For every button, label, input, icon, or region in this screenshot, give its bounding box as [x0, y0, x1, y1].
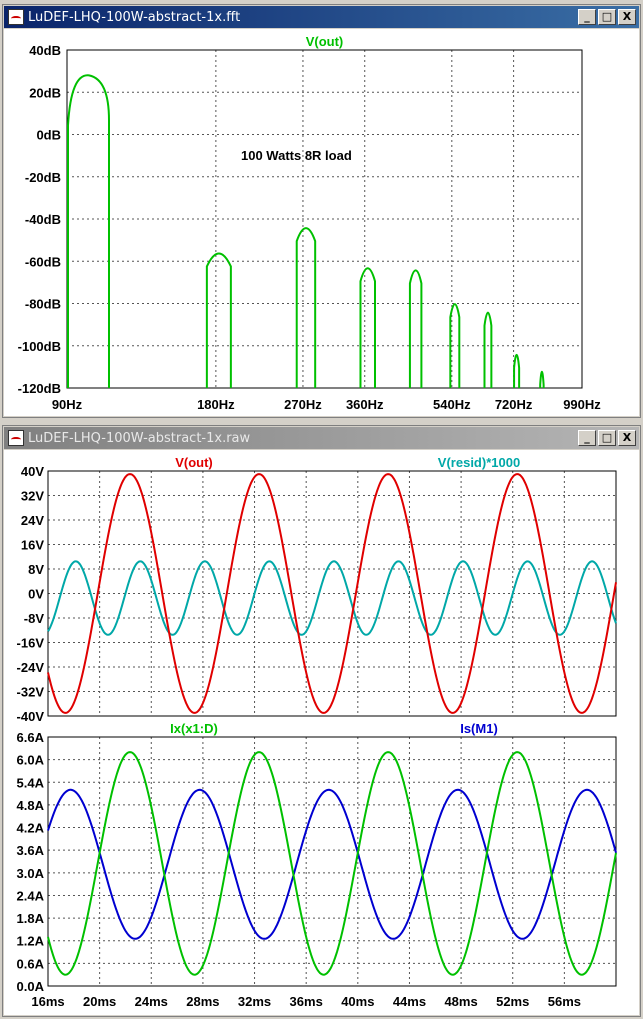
- y-tick-label: 2.4A: [17, 888, 45, 903]
- maximize-button[interactable]: □: [598, 430, 616, 446]
- fft-window[interactable]: LuDEF-LHQ-100W-abstract-1x.fft _ □ X 40d…: [2, 4, 641, 418]
- fft-peak: [483, 311, 493, 388]
- x-tick-label: 180Hz: [197, 397, 235, 412]
- minimize-button[interactable]: _: [578, 9, 596, 25]
- y-tick-label: 4.2A: [17, 821, 45, 836]
- fft-peak: [67, 74, 110, 388]
- vout-trace: [47, 473, 617, 714]
- fft-peak: [205, 252, 232, 388]
- x-tick-label: 540Hz: [433, 397, 471, 412]
- maximize-button[interactable]: □: [598, 9, 616, 25]
- y-tick-label: -32V: [17, 685, 45, 700]
- x-tick-label: 32ms: [238, 994, 271, 1009]
- y-tick-label: -60dB: [25, 254, 61, 269]
- is-m1-trace: [47, 788, 617, 940]
- y-tick-label: -24V: [17, 660, 45, 675]
- y-tick-label: 20dB: [29, 85, 61, 100]
- x-tick-label: 44ms: [393, 994, 426, 1009]
- y-tick-label: 4.8A: [17, 798, 45, 813]
- y-tick-label: 16V: [21, 538, 44, 553]
- trace-label: Ix(x1:D): [170, 721, 218, 736]
- y-tick-label: -40dB: [25, 212, 61, 227]
- x-tick-label: 52ms: [496, 994, 529, 1009]
- fft-plot-area[interactable]: 40dB 20dB 0dB -20dB -40dB -60dB -80dB -100dB -12…: [4, 29, 639, 416]
- x-tick-label: 16ms: [31, 994, 64, 1009]
- trace-label: V(out): [175, 455, 213, 470]
- y-tick-label: 1.2A: [17, 934, 45, 949]
- y-tick-label: 1.8A: [17, 911, 45, 926]
- y-tick-label: -8V: [24, 611, 45, 626]
- x-tick-label: 20ms: [83, 994, 116, 1009]
- fft-titlebar[interactable]: LuDEF-LHQ-100W-abstract-1x.fft _ □ X: [4, 6, 639, 28]
- y-tick-label: 6.0A: [17, 753, 45, 768]
- trace-label: Is(M1): [460, 721, 498, 736]
- y-tick-label: 40V: [21, 464, 44, 479]
- fft-peak: [539, 370, 545, 388]
- y-tick-label: -80dB: [25, 297, 61, 312]
- y-tick-label: 0.0A: [17, 979, 45, 994]
- y-tick-label: -120dB: [18, 381, 61, 396]
- close-button[interactable]: X: [618, 9, 636, 25]
- y-tick-label: 6.6A: [17, 730, 45, 745]
- plot-frame: [47, 470, 617, 717]
- y-tick-label: -16V: [17, 636, 45, 651]
- y-tick-label: 0V: [28, 587, 44, 602]
- x-tick-label: 56ms: [548, 994, 581, 1009]
- y-tick-label: 24V: [21, 513, 44, 528]
- y-tick-label: 32V: [21, 489, 44, 504]
- fft-chart[interactable]: 40dB 20dB 0dB -20dB -40dB -60dB -80dB -100dB -12…: [4, 29, 641, 418]
- trace-label: V(out): [306, 34, 344, 49]
- annotation-text: 100 Watts 8R load: [241, 148, 352, 163]
- x-tick-label: 36ms: [290, 994, 323, 1009]
- x-tick-label: 40ms: [341, 994, 374, 1009]
- fft-peak: [449, 303, 461, 388]
- transient-charts[interactable]: 40V 32V 24V 16V 8V 0V -8V -16V -24V -32V -40V V(out…: [4, 450, 641, 1017]
- raw-window-title: LuDEF-LHQ-100W-abstract-1x.raw: [28, 430, 251, 446]
- y-tick-label: 3.6A: [17, 843, 45, 858]
- ltspice-app-icon: [8, 9, 24, 25]
- fft-peak: [295, 227, 317, 388]
- y-tick-label: 3.0A: [17, 866, 45, 881]
- trace-label: V(resid)*1000: [438, 455, 520, 470]
- x-tick-label: 990Hz: [563, 397, 601, 412]
- x-tick-label: 270Hz: [284, 397, 322, 412]
- fft-peak: [408, 269, 423, 388]
- close-button[interactable]: X: [618, 430, 636, 446]
- raw-window[interactable]: LuDEF-LHQ-100W-abstract-1x.raw _ □ X 40V…: [2, 425, 641, 1017]
- plot-frame: [47, 736, 617, 987]
- x-tick-label: 720Hz: [495, 397, 533, 412]
- fft-peak: [513, 353, 521, 388]
- raw-titlebar[interactable]: LuDEF-LHQ-100W-abstract-1x.raw _ □ X: [4, 427, 639, 449]
- ix-x1d-trace: [47, 751, 617, 976]
- resid-trace: [47, 560, 617, 636]
- x-tick-label: 48ms: [444, 994, 477, 1009]
- y-tick-label: -20dB: [25, 170, 61, 185]
- x-tick-label: 24ms: [135, 994, 168, 1009]
- plot-frame: [66, 49, 583, 389]
- raw-plot-area[interactable]: 40V 32V 24V 16V 8V 0V -8V -16V -24V -32V -40V V(out…: [4, 450, 639, 1015]
- x-tick-label: 90Hz: [52, 397, 83, 412]
- minimize-button[interactable]: _: [578, 430, 596, 446]
- x-tick-label: 28ms: [186, 994, 219, 1009]
- ltspice-app-icon: [8, 430, 24, 446]
- y-tick-label: 40dB: [29, 43, 61, 58]
- y-tick-label: 5.4A: [17, 775, 45, 790]
- x-tick-label: 360Hz: [346, 397, 384, 412]
- y-tick-label: 0dB: [36, 128, 61, 143]
- fft-window-title: LuDEF-LHQ-100W-abstract-1x.fft: [28, 9, 241, 25]
- y-tick-label: -100dB: [18, 339, 61, 354]
- fft-peak: [359, 267, 376, 388]
- y-tick-label: 8V: [28, 562, 44, 577]
- y-tick-label: 0.6A: [17, 956, 45, 971]
- y-tick-label: -40V: [17, 709, 45, 724]
